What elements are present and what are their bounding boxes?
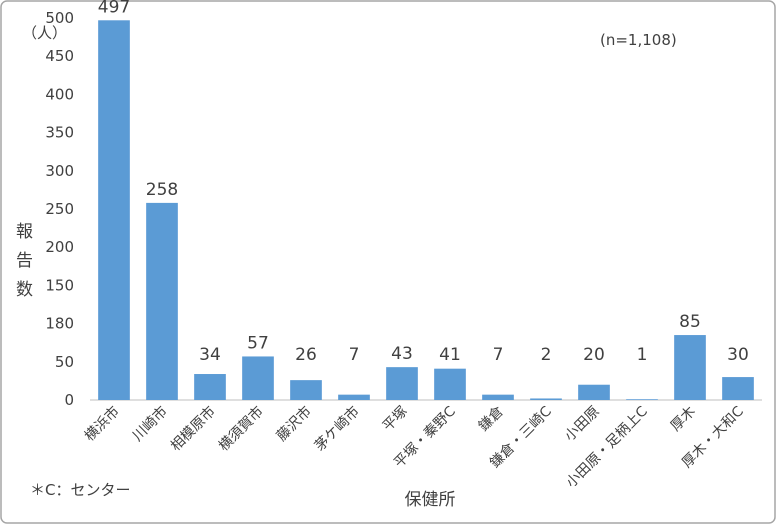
- bar: [578, 384, 610, 400]
- footnote: ＊C：センター: [30, 481, 130, 499]
- data-label: 258: [146, 180, 178, 200]
- y-tick-label: 400: [45, 85, 74, 103]
- data-label: 57: [247, 333, 269, 353]
- data-label: 497: [98, 0, 130, 17]
- unit-label: （人）: [22, 24, 67, 42]
- data-label: 30: [727, 345, 749, 365]
- y-tick-label: 200: [45, 238, 74, 256]
- bar: [338, 394, 370, 400]
- data-label: 43: [391, 344, 413, 364]
- annotation: (n=1,108): [600, 31, 677, 49]
- bar: [98, 20, 130, 401]
- y-tick-label: 50: [55, 353, 74, 371]
- y-tick-label: 300: [45, 162, 74, 180]
- data-label: 1: [637, 345, 648, 365]
- bar: [434, 368, 466, 400]
- data-label: 85: [679, 312, 701, 332]
- y-tick-label: 180: [45, 315, 74, 333]
- data-label: 26: [295, 345, 317, 365]
- y-tick-label: 150: [45, 276, 74, 294]
- bar: [194, 374, 226, 400]
- x-axis-label: 保健所: [405, 490, 456, 510]
- y-tick-label: 350: [45, 124, 74, 142]
- data-label: 34: [199, 345, 221, 365]
- bar: [386, 367, 418, 400]
- y-tick-label: 450: [45, 47, 74, 65]
- data-label: 2: [541, 345, 552, 365]
- bar: [722, 377, 754, 400]
- bar: [290, 380, 322, 400]
- data-label: 7: [493, 345, 504, 365]
- bar: [530, 398, 562, 400]
- bar: [482, 394, 514, 400]
- bar: [242, 356, 274, 400]
- y-tick-label: 500: [45, 9, 74, 27]
- y-tick-label: 0: [64, 391, 74, 409]
- y-axis-label: 報告数: [12, 222, 33, 309]
- data-label: 20: [583, 345, 605, 365]
- y-tick-label: 250: [45, 200, 74, 218]
- bar: [146, 202, 178, 400]
- bar: [674, 335, 706, 400]
- data-label: 41: [439, 345, 461, 365]
- bar: [626, 399, 658, 400]
- data-label: 7: [349, 345, 360, 365]
